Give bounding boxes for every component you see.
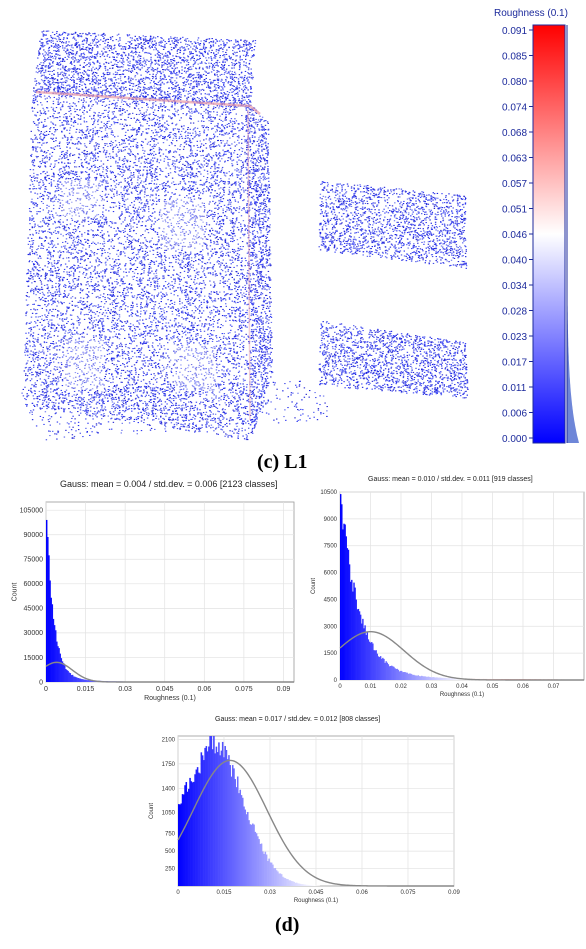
caption-c: (c) L1 bbox=[257, 451, 308, 473]
x-tick-label: 0.045 bbox=[156, 686, 174, 693]
x-tick-label: 0.03 bbox=[264, 890, 276, 896]
y-tick-label: 9000 bbox=[324, 517, 338, 523]
histogram-bars bbox=[340, 494, 584, 680]
colorbar-tick-label: 0.068 bbox=[502, 128, 527, 139]
y-tick-label: 10500 bbox=[320, 490, 337, 496]
y-axis-label: Count bbox=[12, 583, 19, 602]
x-tick-label: 0.06 bbox=[517, 684, 529, 690]
y-tick-label: 1400 bbox=[162, 786, 176, 792]
gauss-curve bbox=[45, 661, 294, 683]
point-cloud-points bbox=[21, 30, 469, 441]
y-tick-label: 1750 bbox=[162, 762, 176, 768]
window-gap bbox=[62, 180, 102, 218]
colorbar-tick-label: 0.000 bbox=[502, 434, 527, 445]
x-tick-label: 0.01 bbox=[365, 684, 377, 690]
y-axis-label: Count bbox=[311, 578, 317, 594]
colorbar-title: Roughness (0.1) bbox=[494, 8, 568, 19]
x-tick-label: 0.015 bbox=[77, 686, 95, 693]
colorbar-tick-label: 0.006 bbox=[502, 409, 527, 420]
x-axis-label: Roughness (0.1) bbox=[294, 898, 338, 904]
colorbar-tick-label: 0.085 bbox=[502, 52, 527, 63]
x-axis-label: Roughness (0.1) bbox=[440, 692, 484, 698]
x-tick-label: 0.07 bbox=[548, 684, 560, 690]
roof-edge bbox=[35, 90, 261, 115]
y-tick-label: 1500 bbox=[324, 651, 338, 657]
x-tick-label: 0.045 bbox=[308, 890, 324, 896]
y-tick-label: 45000 bbox=[24, 606, 44, 613]
point-cloud-render bbox=[21, 30, 469, 441]
x-tick-label: 0.03 bbox=[426, 684, 438, 690]
caption-d: (d) bbox=[275, 914, 300, 936]
y-tick-label: 0 bbox=[39, 679, 43, 686]
histogram-1: 0 0.015 0.03 0.045 0.06 0.075 0.09 0 15000 30000 4… bbox=[12, 501, 295, 702]
colorbar-tick-label: 0.034 bbox=[502, 281, 527, 292]
colorbar-tick-label: 0.051 bbox=[502, 205, 527, 216]
colorbar-tick-label: 0.074 bbox=[502, 103, 527, 114]
x-tick-label: 0.04 bbox=[456, 684, 468, 690]
window-gap bbox=[160, 200, 204, 250]
gauss-curve bbox=[339, 630, 584, 681]
x-tick-label: 0 bbox=[338, 684, 342, 690]
x-tick-label: 0.075 bbox=[235, 686, 253, 693]
colorbar-histogram bbox=[567, 300, 579, 443]
x-tick-label: 0.015 bbox=[216, 890, 232, 896]
histogram-2: 0 0.01 0.02 0.03 0.04 0.05 0.06 0.07 0 1500 3000 45… bbox=[311, 490, 585, 698]
window-gap bbox=[64, 340, 104, 390]
x-tick-label: 0.02 bbox=[395, 684, 407, 690]
y-tick-label: 60000 bbox=[24, 581, 44, 588]
roughness-colorbar: Roughness (0.1) 0.091 0.085 0.080 0.074 0.06… bbox=[494, 8, 579, 445]
y-tick-label: 2100 bbox=[162, 737, 176, 743]
colorbar-tick-label: 0.028 bbox=[502, 307, 527, 318]
colorbar-tick-label: 0.017 bbox=[502, 358, 527, 369]
plot-area bbox=[45, 501, 295, 683]
histogram-3: 0 0.015 0.03 0.045 0.06 0.075 0.09 250 500 750 105… bbox=[149, 735, 460, 904]
colorbar-tick-label: 0.011 bbox=[502, 383, 527, 394]
colorbar-tick-label: 0.057 bbox=[502, 179, 527, 190]
x-tick-label: 0 bbox=[176, 890, 180, 896]
gauss-curve bbox=[177, 759, 454, 887]
x-tick-label: 0.06 bbox=[356, 890, 368, 896]
colorbar-gradient bbox=[532, 24, 566, 444]
y-tick-label: 105000 bbox=[20, 508, 43, 515]
window-gap bbox=[175, 345, 215, 391]
y-tick-label: 4500 bbox=[324, 597, 338, 603]
y-tick-label: 3000 bbox=[324, 624, 338, 630]
x-tick-label: 0.03 bbox=[118, 686, 132, 693]
y-tick-label: 30000 bbox=[24, 630, 44, 637]
colorbar-tick-label: 0.080 bbox=[502, 77, 527, 88]
hist3-title: Gauss: mean = 0.017 / std.dev. = 0.012 [… bbox=[215, 716, 381, 723]
hist1-title: Gauss: mean = 0.004 / std.dev. = 0.006 [… bbox=[60, 479, 278, 489]
y-tick-label: 75000 bbox=[24, 557, 44, 564]
x-tick-label: 0.09 bbox=[277, 686, 291, 693]
colorbar-tick-label: 0.063 bbox=[502, 154, 527, 165]
y-tick-label: 15000 bbox=[24, 655, 44, 662]
x-tick-label: 0.05 bbox=[487, 684, 499, 690]
y-tick-label: 500 bbox=[165, 849, 176, 855]
y-tick-label: 7500 bbox=[324, 544, 338, 550]
y-axis-label: Count bbox=[149, 803, 155, 819]
corner-edge bbox=[247, 109, 251, 421]
y-tick-label: 750 bbox=[165, 832, 176, 838]
colorbar-ticks: 0.091 0.085 0.080 0.074 0.068 0.063 0.057 0.051… bbox=[502, 26, 533, 445]
colorbar-tick-label: 0.023 bbox=[502, 332, 527, 343]
y-tick-label: 250 bbox=[165, 867, 176, 873]
colorbar-tick-label: 0.091 bbox=[502, 26, 527, 37]
x-axis-label: Roughness (0.1) bbox=[144, 695, 196, 702]
y-tick-label: 90000 bbox=[24, 532, 44, 539]
colorbar-tick-label: 0.040 bbox=[502, 256, 527, 267]
y-tick-label: 1050 bbox=[162, 811, 176, 817]
x-tick-label: 0.09 bbox=[448, 890, 460, 896]
colorbar-tick-label: 0.046 bbox=[502, 230, 527, 241]
y-tick-label: 0 bbox=[334, 678, 338, 684]
histogram-bars bbox=[178, 736, 321, 886]
x-tick-label: 0 bbox=[44, 686, 48, 693]
y-tick-label: 6000 bbox=[324, 571, 338, 577]
x-tick-label: 0.06 bbox=[197, 686, 211, 693]
hist2-title: Gauss: mean = 0.010 / std.dev. = 0.011 [… bbox=[368, 476, 533, 483]
x-tick-label: 0.075 bbox=[400, 890, 416, 896]
